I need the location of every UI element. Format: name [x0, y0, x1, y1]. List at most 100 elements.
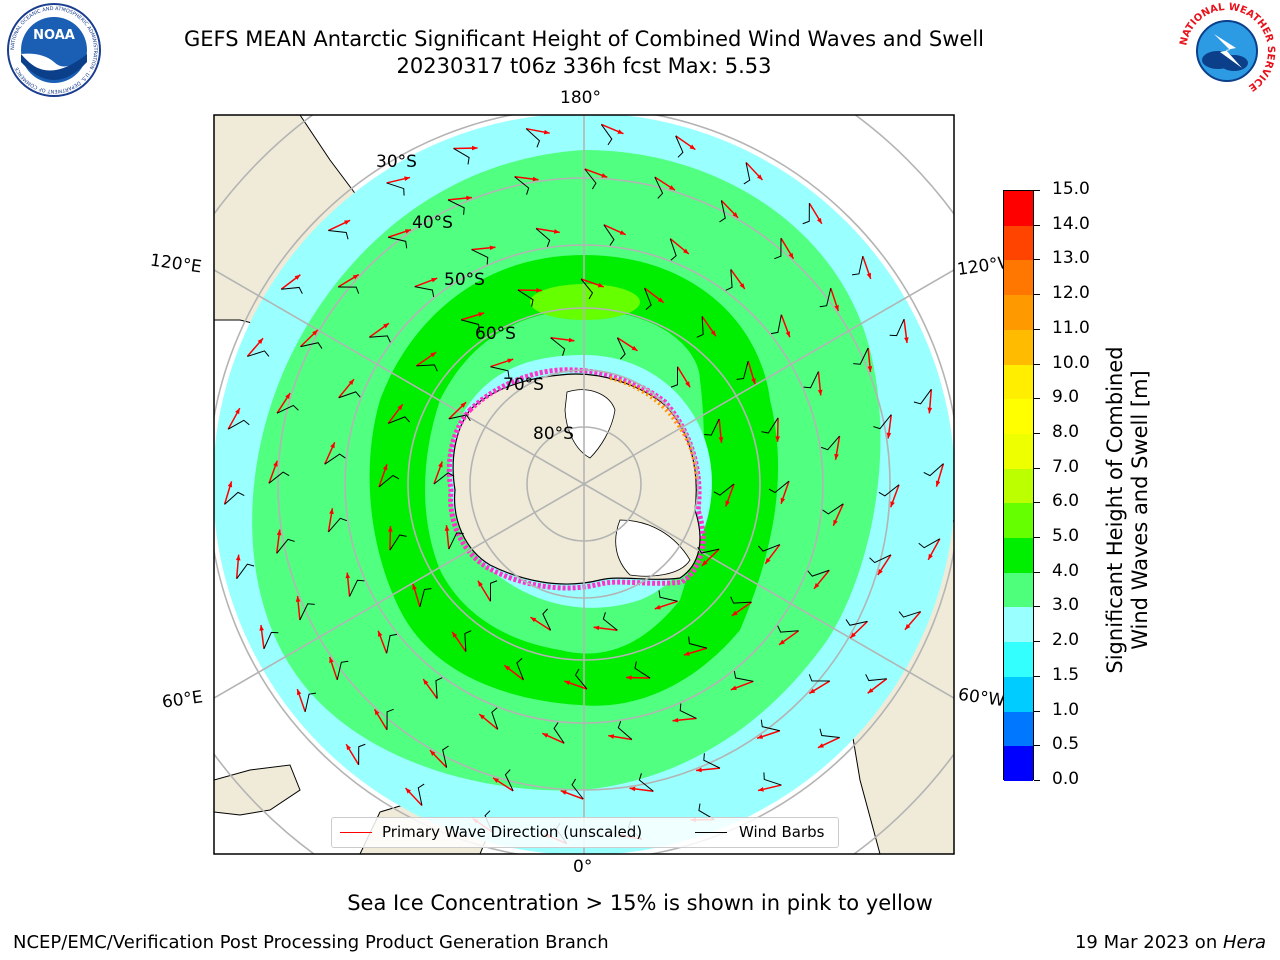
wind-barb — [504, 769, 514, 792]
wave-arrow-head — [834, 304, 839, 311]
wind-barb — [349, 579, 365, 597]
colorbar-segment — [1004, 225, 1033, 261]
colorbar-tick-label: 10.0 — [1052, 352, 1090, 373]
colorbar-tick-mark — [1034, 571, 1040, 573]
wind-barb — [388, 236, 408, 249]
wave-arrow-head — [886, 432, 892, 439]
wave-arrow-head — [507, 358, 514, 364]
wind-barb — [300, 342, 323, 349]
wave-arrow-head — [568, 337, 575, 343]
colorbar-tick-label: 9.0 — [1052, 387, 1080, 408]
wave-arrow-head — [669, 185, 675, 191]
wind-barb — [514, 176, 530, 195]
colorbar-segment — [1004, 642, 1033, 677]
wave-arrow-head — [460, 402, 467, 408]
wave-arrow-head — [817, 389, 823, 396]
colorbar-segment — [1004, 572, 1033, 608]
wave-arrow-head — [751, 378, 756, 385]
colorbar-tick-label: 1.5 — [1052, 664, 1080, 685]
wind-barb — [733, 670, 754, 682]
colorbar-tick-mark — [1034, 745, 1040, 747]
wave-arrow-head — [430, 352, 437, 358]
wind-barb — [227, 419, 250, 430]
wave-arrow-head — [489, 245, 496, 251]
wind-barb — [768, 480, 790, 494]
wave-arrow-head — [617, 129, 624, 134]
wave-arrow-head — [478, 312, 485, 317]
wind-barb — [603, 224, 615, 246]
colorbar-segment — [1004, 295, 1033, 330]
wind-barb — [819, 728, 840, 738]
wind-barb — [516, 657, 524, 681]
wave-arrow-head — [765, 557, 771, 564]
colorbar-tick-mark — [1034, 641, 1040, 643]
wave-arrow-head — [626, 675, 632, 680]
wind-barb — [299, 603, 315, 621]
sea-ice-note: Sea Ice Concentration > 15% is shown in … — [347, 891, 933, 915]
wave-arrow-head — [374, 709, 380, 716]
colorbar-tick-mark — [1034, 780, 1040, 781]
machine-name: Hera — [1222, 932, 1266, 953]
wave-arrow-head — [346, 744, 352, 751]
wind-barb — [584, 168, 597, 190]
wave-arrow-head — [732, 212, 739, 218]
wind-barb — [328, 230, 349, 240]
wind-barb — [417, 783, 425, 806]
wave-arrow-head — [477, 580, 483, 587]
wind-barb — [725, 269, 733, 291]
wave-arrow-head — [785, 331, 791, 338]
wind-barb — [491, 707, 499, 730]
wind-barb — [704, 418, 720, 436]
wave-arrow-head — [377, 630, 383, 637]
wind-barb — [525, 128, 541, 148]
wind-barb — [580, 278, 594, 300]
colorbar-tick-label: 2.0 — [1052, 630, 1080, 651]
wind-barb — [865, 674, 887, 682]
colorbar-tick-label: 8.0 — [1052, 421, 1080, 442]
wind-barb — [713, 483, 735, 496]
wind-barb — [442, 745, 449, 768]
legend-wave-swatch — [340, 832, 372, 833]
wind-barb — [435, 677, 443, 699]
wind-barb — [777, 625, 799, 633]
wave-arrow-head — [235, 554, 241, 561]
wind-barb — [416, 364, 438, 372]
colorbar-tick-label: 3.0 — [1052, 595, 1080, 616]
wind-barb — [600, 124, 613, 146]
wind-barb — [471, 249, 489, 265]
wind-barb — [602, 612, 618, 631]
colorbar-tick-label: 12.0 — [1052, 283, 1090, 304]
wave-arrow-head — [779, 639, 785, 645]
colorbar-segment — [1004, 746, 1033, 781]
wind-barb — [571, 778, 584, 800]
wave-arrow-head — [560, 790, 567, 795]
wind-barb — [386, 633, 398, 654]
wave-arrow-head — [404, 176, 411, 181]
wind-barb — [369, 335, 391, 343]
wind-barb — [378, 474, 400, 488]
wind-barb — [898, 611, 921, 618]
wave-arrow-head — [730, 685, 737, 691]
wave-arrow-head — [431, 277, 438, 283]
wind-barb — [736, 361, 749, 380]
lon-label-180: 180° — [560, 88, 601, 108]
wave-arrow-head — [553, 229, 560, 234]
wave-arrow-head — [593, 625, 600, 631]
wave-arrow-head — [452, 631, 458, 638]
wave-arrow-head — [423, 679, 429, 685]
colorbar-tick-mark — [1034, 675, 1040, 677]
wave-arrow-head — [294, 274, 301, 280]
wind-barb — [761, 417, 779, 434]
wind-barb — [889, 318, 905, 337]
colorbar-segment — [1004, 468, 1033, 504]
wave-arrow-head — [382, 464, 388, 471]
wind-barb — [878, 484, 900, 497]
wind-barb — [617, 720, 633, 740]
colorbar-tick-mark — [1034, 537, 1040, 539]
wave-arrow-head — [285, 393, 291, 399]
wave-arrow-head — [388, 526, 393, 532]
wind-barb — [224, 491, 245, 505]
wave-arrow-head — [631, 345, 638, 351]
wave-arrow-head — [775, 436, 780, 442]
colorbar-segment — [1004, 191, 1033, 226]
